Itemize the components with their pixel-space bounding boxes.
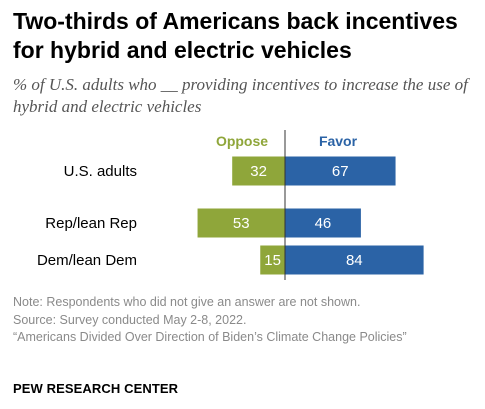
value-label-oppose-dem-lean-dem: 15 — [264, 252, 281, 269]
bar-favor-dem-lean-dem — [285, 245, 424, 275]
chart-subtitle: % of U.S. adults who __ providing incent… — [13, 75, 468, 116]
bar-favor-u-s-adults — [285, 156, 396, 186]
value-label-favor-rep-lean-rep: 46 — [315, 215, 332, 232]
note-text: Note: Respondents who did not give an an… — [13, 295, 361, 309]
chart-title: Two-thirds of Americans back incentives … — [13, 8, 458, 63]
pew-logo-text: PEW RESEARCH CENTER — [13, 381, 179, 396]
legend-favor-label: Favor — [319, 133, 358, 149]
category-label-rep-lean-rep: Rep/lean Rep — [45, 215, 137, 232]
source-text: Source: Survey conducted May 2-8, 2022. — [13, 312, 247, 327]
value-label-oppose-rep-lean-rep: 53 — [233, 215, 250, 232]
notes-block: Note: Respondents who did not give an an… — [13, 294, 478, 347]
bar-oppose-u-s-adults — [232, 156, 285, 186]
diverging-bar-chart: Oppose Favor U.S. adults 32 67 Rep/lean Rep… — [37, 130, 424, 280]
bar-oppose-rep-lean-rep — [197, 208, 285, 238]
value-label-oppose-u-s-adults: 32 — [250, 163, 267, 180]
value-label-favor-dem-lean-dem: 84 — [346, 252, 363, 269]
bars-group: U.S. adults 32 67 Rep/lean Rep 53 46 Dem/lean … — [37, 156, 424, 275]
bar-oppose-dem-lean-dem — [260, 245, 285, 275]
report-title-text: “Americans Divided Over Direction of Bid… — [13, 330, 407, 344]
category-label-dem-lean-dem: Dem/lean Dem — [37, 252, 137, 269]
category-label-u-s-adults: U.S. adults — [64, 163, 137, 180]
legend-oppose-label: Oppose — [216, 133, 268, 149]
value-label-favor-u-s-adults: 67 — [332, 163, 349, 180]
bar-favor-rep-lean-rep — [285, 208, 361, 238]
